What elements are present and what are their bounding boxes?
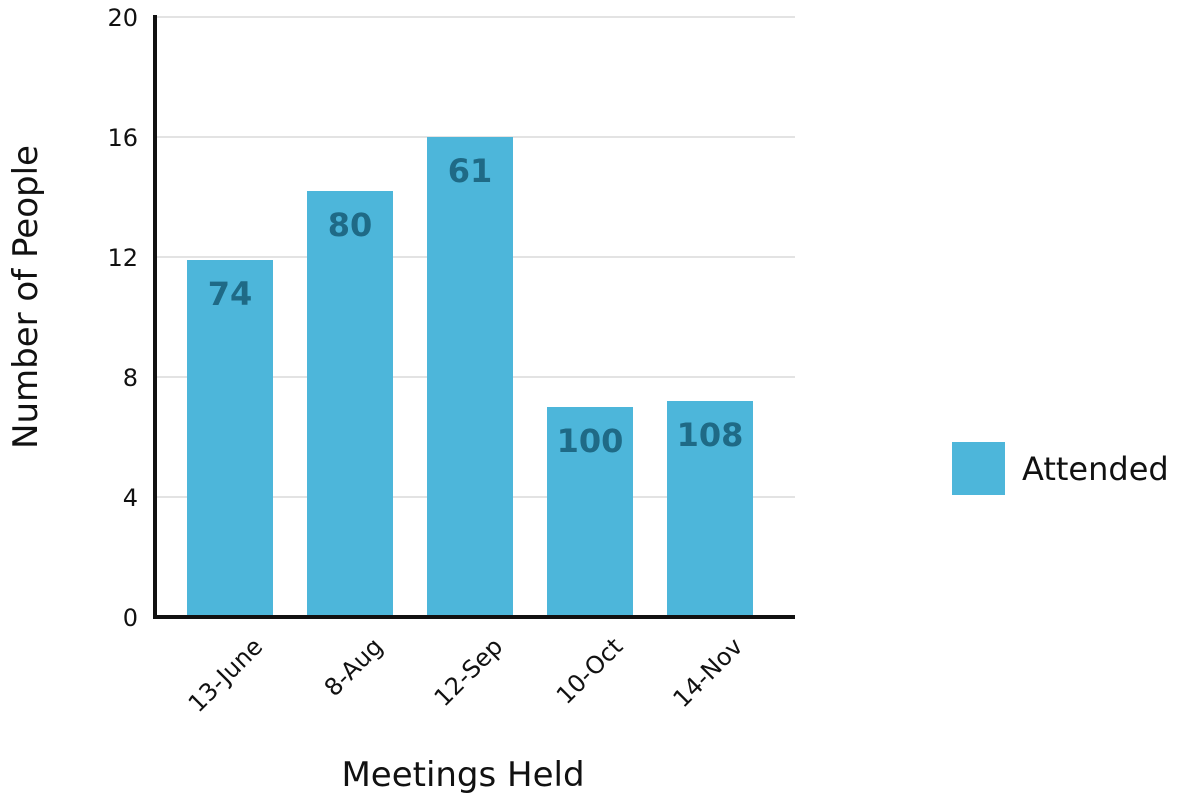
x-tick-label: 14-Nov (668, 632, 749, 713)
x-tick-label: 10-Oct (551, 632, 628, 709)
bar (307, 191, 393, 617)
y-tick-label: 4 (123, 484, 138, 512)
x-tick-label: 8-Aug (319, 632, 388, 701)
data-label: 80 (328, 206, 373, 244)
bar (547, 407, 633, 617)
bar (187, 260, 273, 617)
legend: Attended (952, 442, 1169, 495)
y-tick-label: 12 (107, 244, 138, 272)
x-axis-title: Meetings Held (341, 755, 584, 795)
x-tick-labels: 13-June 8-Aug 12-Sep 10-Oct 14-Nov (183, 632, 748, 717)
y-tick-label: 0 (123, 604, 138, 632)
bar (427, 137, 513, 617)
data-label: 108 (677, 416, 744, 454)
y-tick-label: 20 (107, 4, 138, 32)
data-label: 61 (448, 152, 493, 190)
legend-swatch (952, 442, 1005, 495)
data-labels: 74 80 61 100 108 (208, 152, 744, 460)
bar (667, 401, 753, 617)
data-label: 74 (208, 275, 253, 313)
y-tick-label: 16 (107, 124, 138, 152)
y-tick-labels: 0 4 8 12 16 20 (107, 4, 138, 632)
y-tick-label: 8 (123, 364, 138, 392)
y-axis-title: Number of People (6, 145, 46, 449)
legend-label: Attended (1022, 450, 1169, 488)
x-tick-label: 12-Sep (429, 632, 509, 712)
data-label: 100 (557, 422, 624, 460)
axes (153, 15, 795, 619)
bars (187, 137, 753, 617)
x-tick-label: 13-June (183, 632, 268, 717)
